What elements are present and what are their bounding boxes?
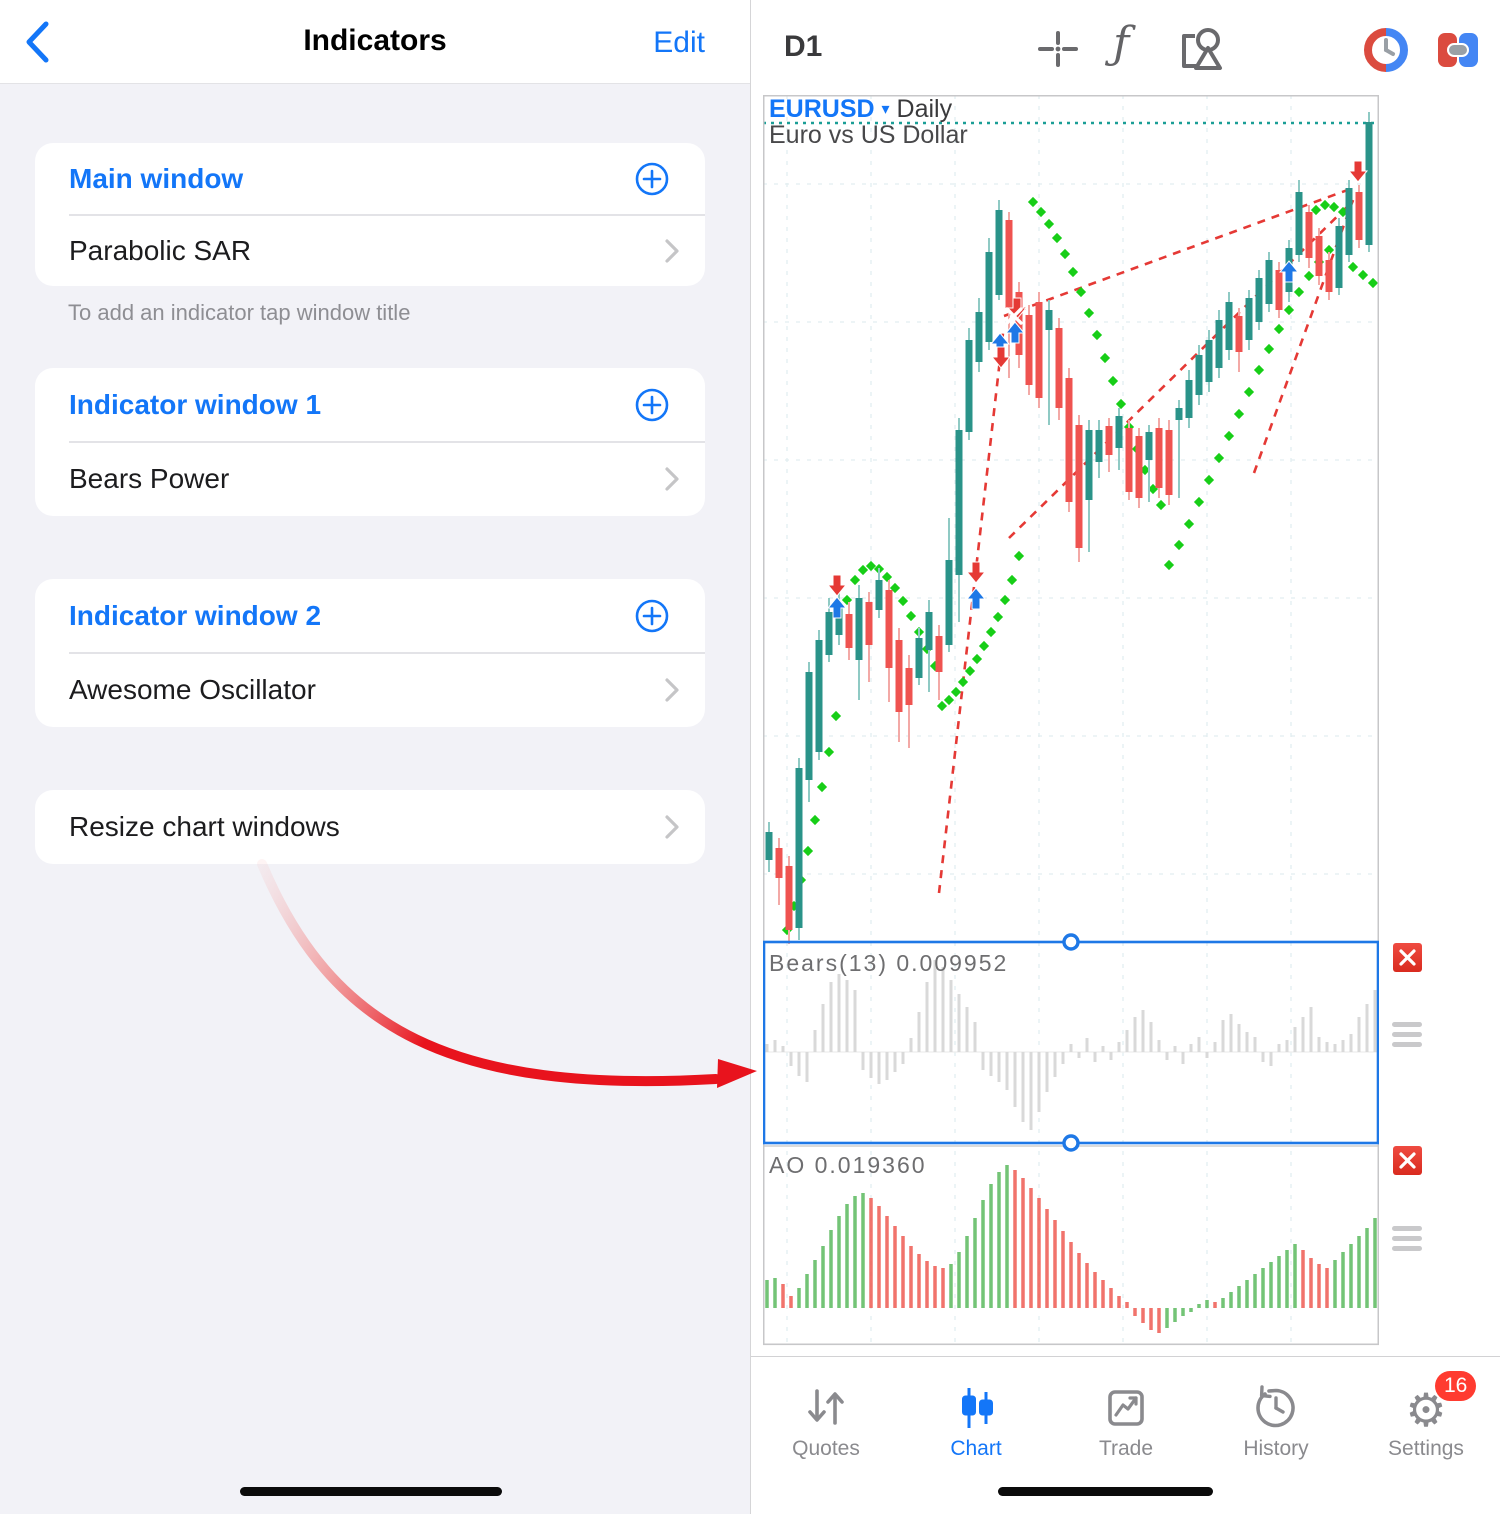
indicators-screen: Indicators Edit Main window Parabolic SA… (0, 0, 750, 1514)
chevron-right-icon (665, 815, 679, 839)
card-resize: Resize chart windows (35, 790, 705, 864)
price-chart[interactable] (763, 95, 1379, 1346)
home-indicator (240, 1487, 502, 1496)
back-chevron-icon (26, 21, 49, 63)
plus-circle-icon (635, 162, 669, 195)
left-header: Indicators Edit (0, 0, 750, 84)
symbol-description: Euro vs US Dollar (769, 121, 968, 149)
symbol-label: EURUSD (769, 95, 875, 123)
objects-button[interactable] (1179, 24, 1225, 77)
tab-label: Trade (1098, 1437, 1154, 1460)
crosshair-button[interactable] (1036, 27, 1080, 76)
divider (69, 441, 705, 443)
tab-label: Chart (950, 1437, 1002, 1460)
one-click-trading-icon (1438, 33, 1478, 67)
bears-indicator-label: Bears(13) 0.009952 (769, 950, 1009, 976)
notification-badge: 16 (1435, 1371, 1477, 1401)
trade-icon (1051, 1385, 1201, 1435)
close-ao-window-button[interactable] (1393, 1146, 1422, 1175)
window-title-2: Indicator window 2 (69, 599, 322, 631)
page-title: Indicators (303, 24, 447, 57)
back-button[interactable] (22, 20, 52, 64)
chart-icon (901, 1385, 1051, 1435)
card-indicator-window-1: Indicator window 1 Bears Power (35, 368, 705, 516)
divider (69, 214, 705, 216)
tab-label: Quotes (792, 1437, 860, 1460)
symbol-selector[interactable]: EURUSD ▾ Daily (769, 95, 952, 124)
indicators-button[interactable]: ƒ (1113, 18, 1130, 69)
hint-text: To add an indicator tap window title (68, 300, 411, 325)
trading-sessions-button[interactable] (1363, 27, 1409, 78)
tab-label: History (1243, 1437, 1309, 1460)
indicator-row-bears-power[interactable]: Bears Power (35, 442, 705, 516)
tab-history[interactable]: History (1201, 1357, 1351, 1515)
tab-quotes[interactable]: Quotes (751, 1357, 901, 1515)
window-title-main: Main window (69, 162, 244, 194)
chevron-right-icon (665, 238, 679, 263)
period-label: Daily (896, 95, 953, 123)
indicator-row-awesome-oscillator[interactable]: Awesome Oscillator (35, 653, 705, 727)
card-indicator-window-2: Indicator window 2 Awesome Oscillator (35, 579, 705, 727)
card-main-window: Main window Parabolic SAR (35, 143, 705, 286)
tab-trade[interactable]: Trade (1051, 1357, 1201, 1515)
history-icon (1201, 1385, 1351, 1435)
ao-window-drag-handle[interactable] (1392, 1226, 1422, 1256)
chevron-right-icon (665, 678, 679, 702)
plus-circle-icon (635, 599, 669, 632)
resize-chart-windows-row[interactable]: Resize chart windows (35, 790, 705, 864)
indicator-row-parabolic-sar[interactable]: Parabolic SAR (35, 215, 705, 286)
indicator-name: Bears Power (69, 463, 230, 494)
tab-label: Settings (1388, 1437, 1464, 1460)
close-icon (1399, 1152, 1416, 1169)
window-title-row-1[interactable]: Indicator window 1 (35, 368, 705, 441)
chart-screen: D1 ƒ E (750, 0, 1500, 1515)
divider (69, 652, 705, 654)
add-indicator-button[interactable] (635, 162, 669, 196)
add-indicator-button[interactable] (635, 388, 669, 422)
close-icon (1399, 949, 1416, 966)
add-indicator-button[interactable] (635, 599, 669, 633)
edit-button[interactable]: Edit (653, 26, 705, 59)
home-indicator (998, 1487, 1213, 1496)
quotes-icon (751, 1385, 901, 1435)
timeframe-label[interactable]: D1 (784, 30, 823, 63)
window-title-row-2[interactable]: Indicator window 2 (35, 579, 705, 652)
ao-indicator-label: AO 0.019360 (769, 1152, 927, 1178)
sessions-clock-icon (1364, 28, 1408, 72)
tab-chart[interactable]: Chart (901, 1357, 1051, 1515)
window-title-row-main[interactable]: Main window (35, 143, 705, 214)
indicator-name: Parabolic SAR (69, 234, 252, 266)
tab-settings[interactable]: ⚙ 16 Settings (1351, 1357, 1500, 1515)
settings-gear-icon: ⚙ (1405, 1384, 1447, 1436)
chevron-right-icon (665, 467, 679, 491)
bears-window-drag-handle[interactable] (1392, 1022, 1422, 1052)
one-click-trading-button[interactable] (1435, 28, 1481, 77)
window-title-1: Indicator window 1 (69, 388, 322, 420)
plus-circle-icon (635, 388, 669, 421)
close-bears-window-button[interactable] (1393, 943, 1422, 972)
chevron-down-icon: ▾ (881, 101, 890, 118)
crosshair-icon (1038, 31, 1078, 67)
resize-label: Resize chart windows (69, 811, 340, 842)
indicator-name: Awesome Oscillator (69, 674, 316, 705)
objects-icon (1182, 28, 1222, 70)
